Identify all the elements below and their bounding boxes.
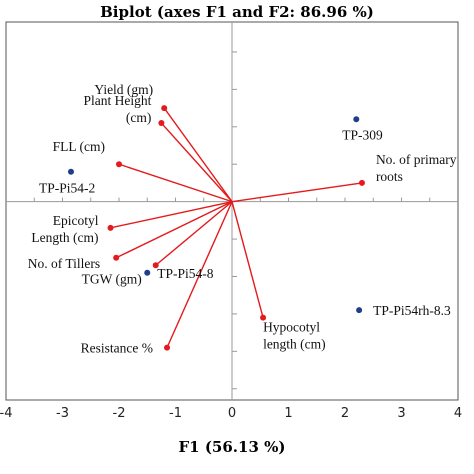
- x-axis-label: F1 (56.13 %): [179, 438, 286, 456]
- variable-point: [116, 161, 122, 168]
- variable-point: [260, 314, 267, 321]
- variable-label: Resistance %: [81, 341, 153, 356]
- x-tick-label: 2: [341, 406, 349, 421]
- variable-vector: [231, 182, 363, 203]
- observation-point: [144, 269, 151, 276]
- variable-label: Epicotyl: [53, 213, 99, 228]
- variable-point: [107, 224, 114, 231]
- x-tick-label: 0: [228, 406, 236, 421]
- variable-point: [358, 179, 365, 186]
- x-tick-label: 1: [284, 406, 292, 421]
- x-tick-label: -1: [169, 406, 182, 421]
- x-tick-label: -4: [0, 406, 12, 421]
- variable-point: [158, 120, 165, 127]
- variable-vector: [163, 107, 233, 203]
- observation-point: [67, 168, 74, 175]
- variable-point: [113, 254, 120, 261]
- chart-title: Biplot (axes F1 and F2: 86.96 %): [100, 3, 374, 21]
- observation-point: [356, 307, 363, 314]
- variable-vector: [155, 201, 233, 266]
- observation-point: [353, 116, 360, 123]
- variable-label: Length (cm): [31, 230, 98, 245]
- variable-label: length (cm): [263, 337, 326, 352]
- variable-label: No. of primary: [376, 152, 457, 167]
- variable-point: [152, 262, 159, 269]
- observation-label: TP-Pi54-2: [39, 181, 95, 196]
- x-tick-label: 3: [397, 406, 405, 421]
- variable-label: roots: [376, 169, 403, 184]
- variable-vector: [115, 201, 233, 259]
- variable-vector: [160, 122, 233, 203]
- variable-label: No. of Tillers: [28, 256, 100, 271]
- x-tick-label: -3: [56, 406, 69, 421]
- variable-label: TGW (gm): [82, 271, 142, 286]
- variable-label: Hypocotyl: [263, 320, 320, 335]
- variable-vector: [166, 201, 233, 348]
- variable-label: Plant Height: [84, 93, 152, 108]
- variable-label: (cm): [126, 110, 151, 125]
- x-tick-label: 4: [454, 406, 462, 421]
- variable-vector: [110, 200, 233, 229]
- variable-label: Yield (gm): [94, 82, 153, 97]
- variable-point: [164, 344, 171, 351]
- observation-label: TP-Pi54rh-8.3: [373, 303, 451, 318]
- variable-point: [161, 105, 168, 112]
- variable-vector: [231, 201, 264, 318]
- variable-label: FLL (cm): [53, 139, 105, 154]
- observation-label: TP-309: [342, 127, 383, 142]
- observation-label: TP-Pi54-8: [157, 266, 214, 281]
- x-tick-label: -2: [113, 406, 126, 421]
- variable-vector: [118, 163, 233, 203]
